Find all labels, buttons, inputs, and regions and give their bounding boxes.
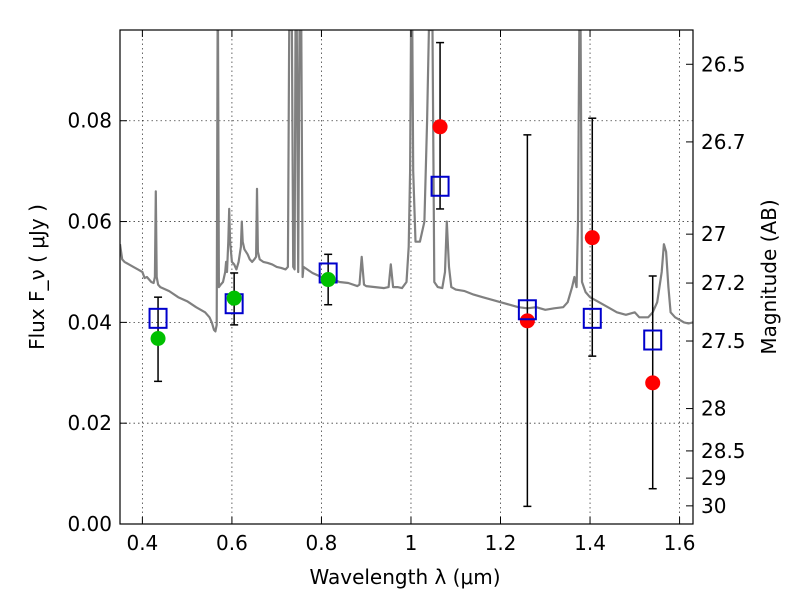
observed-circle-point (519, 313, 535, 329)
mag-tick-label: 27.2 (701, 271, 746, 295)
mag-tick-label: 29 (701, 466, 726, 490)
model-square-point (643, 329, 663, 351)
y-tick-label: 0.08 (67, 109, 112, 133)
mag-tick-label: 28.5 (701, 439, 746, 463)
x-tick-label: 0.8 (306, 531, 338, 555)
plot-area (120, 30, 693, 508)
x-axis-label: Wavelength λ (μm) (309, 565, 500, 589)
mag-tick-label: 26.7 (701, 130, 746, 154)
x-tick-label: 1.4 (574, 531, 606, 555)
plot-frame (119, 29, 694, 525)
y2-axis-label: Magnitude (AB) (757, 199, 781, 354)
observed-circle-point (432, 119, 448, 135)
y-tick-label: 0.02 (67, 411, 112, 435)
model-square-point (582, 307, 602, 329)
observed-circle-point (320, 272, 336, 288)
model-square-point (517, 299, 537, 321)
model-square-point (430, 175, 450, 197)
observed-circle-point (645, 375, 661, 391)
mag-tick-label: 26.5 (701, 52, 746, 76)
x-tick-label: 1 (405, 531, 418, 555)
observed-circle-point (584, 230, 600, 246)
y-tick-label: 0.00 (67, 512, 112, 536)
mag-tick-label: 27.5 (701, 329, 746, 353)
y-axis-label: Flux F_ν ( μJy ) (25, 204, 49, 350)
mag-tick-label: 27 (701, 222, 726, 246)
y-tick-label: 0.06 (67, 210, 112, 234)
observed-circle-point (226, 290, 242, 306)
axis-ticks: 0.4 0.6 0.8 1 1.2 1.4 1.6 0.00 0.02 0.04 0.06 0.08 2… (67, 30, 746, 555)
model-square-point (148, 307, 168, 329)
x-tick-label: 1.6 (664, 531, 696, 555)
x-tick-label: 0.6 (216, 531, 248, 555)
observed-circle-point (150, 330, 166, 346)
mag-tick-label: 30 (701, 494, 726, 518)
x-tick-label: 1.2 (485, 531, 517, 555)
x-tick-label: 0.4 (126, 531, 158, 555)
mag-tick-label: 28 (701, 397, 726, 421)
y-tick-label: 0.04 (67, 310, 112, 334)
